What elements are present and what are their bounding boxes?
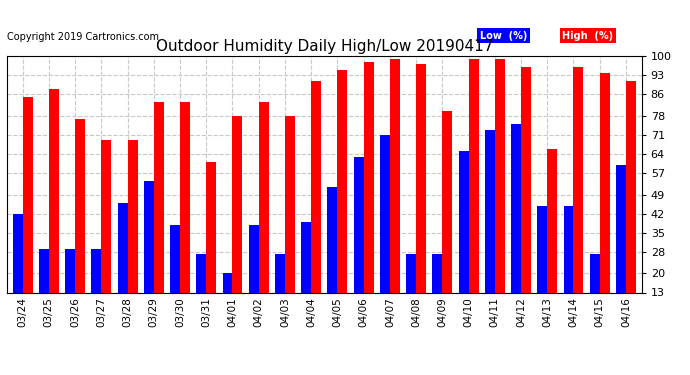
Bar	[600, 72, 610, 328]
Bar	[302, 222, 311, 328]
Bar	[469, 59, 479, 328]
Bar	[154, 102, 164, 328]
Bar	[39, 249, 49, 328]
Bar	[101, 140, 111, 328]
Bar	[538, 206, 547, 328]
Bar	[75, 119, 85, 328]
Bar	[275, 255, 285, 328]
Bar	[170, 225, 180, 328]
Bar	[233, 116, 242, 328]
Bar	[390, 59, 400, 328]
Bar	[433, 255, 442, 328]
Bar	[590, 255, 600, 328]
Bar	[196, 255, 206, 328]
Bar	[485, 130, 495, 328]
Text: Low  (%): Low (%)	[480, 31, 527, 41]
Bar	[521, 67, 531, 328]
Bar	[406, 255, 416, 328]
Bar	[626, 81, 636, 328]
Bar	[459, 151, 469, 328]
Bar	[416, 64, 426, 328]
Bar	[364, 62, 373, 328]
Bar	[249, 225, 259, 328]
Bar	[547, 148, 558, 328]
Bar	[285, 116, 295, 328]
Bar	[442, 111, 453, 328]
Bar	[23, 97, 32, 328]
Bar	[180, 102, 190, 328]
Bar	[564, 206, 573, 328]
Text: High  (%): High (%)	[562, 31, 613, 41]
Bar	[144, 181, 154, 328]
Bar	[65, 249, 75, 328]
Bar	[328, 187, 337, 328]
Text: Copyright 2019 Cartronics.com: Copyright 2019 Cartronics.com	[7, 32, 159, 42]
Bar	[616, 165, 626, 328]
Bar	[311, 81, 321, 328]
Bar	[337, 70, 347, 328]
Bar	[117, 203, 128, 328]
Bar	[573, 67, 584, 328]
Bar	[128, 140, 137, 328]
Bar	[12, 214, 23, 328]
Bar	[259, 102, 268, 328]
Bar	[222, 273, 233, 328]
Bar	[206, 162, 216, 328]
Bar	[354, 157, 364, 328]
Bar	[91, 249, 101, 328]
Bar	[495, 59, 505, 328]
Bar	[511, 124, 521, 328]
Bar	[380, 135, 390, 328]
Bar	[49, 89, 59, 328]
Title: Outdoor Humidity Daily High/Low 20190417: Outdoor Humidity Daily High/Low 20190417	[156, 39, 493, 54]
